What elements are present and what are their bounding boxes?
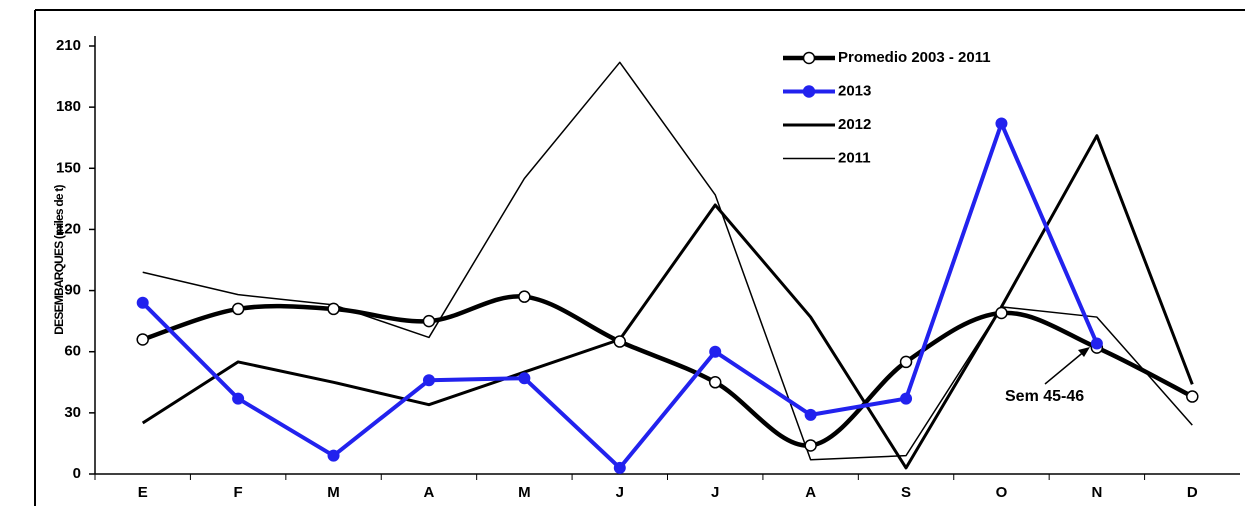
x-tick-label: J — [711, 484, 719, 501]
y-tick-label: 150 — [56, 159, 81, 176]
legend-marker — [802, 85, 816, 98]
annotation-arrow — [1044, 349, 1087, 385]
y-tick-label: 0 — [73, 465, 81, 482]
point — [136, 296, 149, 309]
point — [327, 302, 340, 316]
x-tick-label: M — [327, 484, 340, 501]
legend-label: 2013 — [838, 82, 871, 99]
y-tick-label: 60 — [64, 343, 81, 360]
x-tick-label: J — [616, 484, 624, 501]
legend-label: 2011 — [838, 149, 871, 166]
x-tick-label: E — [138, 484, 148, 501]
x-tick-label: A — [805, 484, 816, 501]
point — [422, 314, 436, 328]
y-tick-label: 90 — [64, 282, 81, 299]
x-tick-label: O — [996, 484, 1008, 501]
point — [804, 408, 817, 421]
y-tick-label: 120 — [56, 220, 81, 237]
point — [708, 376, 722, 389]
x-tick-label: N — [1091, 484, 1102, 501]
legend-label: 2012 — [838, 116, 871, 133]
point — [613, 461, 626, 474]
series-line — [141, 121, 1099, 470]
point — [518, 290, 531, 303]
point — [804, 439, 817, 452]
series-line — [142, 294, 1194, 448]
legend-marker — [802, 51, 816, 65]
point — [518, 372, 531, 385]
point — [613, 335, 627, 348]
y-tick-label: 210 — [56, 37, 81, 54]
point — [422, 374, 435, 387]
x-tick-label: S — [901, 484, 911, 501]
point — [232, 392, 245, 405]
point — [899, 355, 913, 369]
x-tick-label: A — [424, 484, 435, 501]
x-tick-label: M — [518, 484, 531, 501]
y-tick-label: 30 — [64, 404, 81, 421]
point — [900, 392, 913, 405]
series-line — [141, 134, 1194, 470]
y-tick-label: 180 — [56, 98, 81, 115]
y-axis-label: DESEMBARQUES (miles de t) — [52, 185, 66, 335]
point — [136, 333, 149, 346]
series-line — [142, 61, 1193, 461]
point — [1186, 390, 1199, 403]
legend-label: Promedio 2003 - 2011 — [838, 49, 991, 66]
point — [709, 345, 722, 358]
point — [1090, 337, 1103, 350]
x-tick-label: D — [1187, 484, 1198, 501]
point — [327, 449, 340, 462]
point — [995, 117, 1008, 130]
x-tick-label: F — [234, 484, 243, 501]
annotation: Sem 45-46 — [1005, 388, 1084, 405]
annotation-arrowhead — [1078, 347, 1090, 357]
point — [231, 302, 245, 316]
point — [995, 306, 1008, 320]
